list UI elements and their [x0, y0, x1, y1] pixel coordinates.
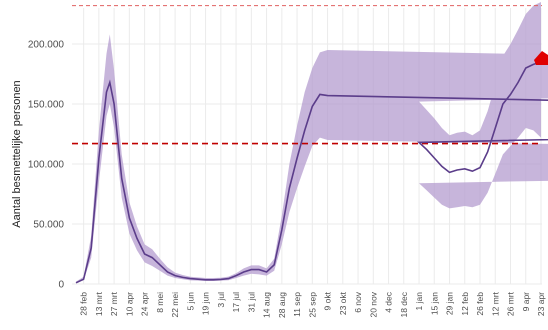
x-tick-label: 9 apr — [521, 292, 531, 312]
y-axis-label: Aantal besmettelijke personen — [11, 80, 23, 227]
uncertainty-band — [76, 2, 548, 283]
y-tick-label: 100.000 — [28, 160, 65, 171]
x-tick-label: 23 okt — [338, 291, 348, 315]
estimate-series-line — [75, 61, 548, 284]
x-tick-label: 18 dec — [399, 291, 409, 317]
arrow-marker-shape — [534, 51, 548, 65]
gridlines — [72, 8, 542, 285]
x-tick-label: 29 jan — [445, 292, 455, 315]
x-tick-label: 15 jan — [429, 292, 439, 315]
x-tick-label: 9 okt — [323, 291, 333, 310]
x-tick-label: 11 sep — [292, 292, 302, 317]
x-tick-label: 3 jul — [216, 292, 226, 308]
x-tick-label: 1 jan — [414, 292, 424, 311]
x-tick-label: 13 mrt — [94, 291, 104, 316]
x-tick-label: 12 feb — [460, 292, 470, 316]
x-tick-label: 19 jun — [201, 292, 211, 315]
confidence-band — [76, 2, 548, 283]
x-tick-label: 4 dec — [384, 291, 394, 313]
x-tick-label: 23 apr — [536, 292, 546, 316]
y-tick-label: 200.000 — [28, 40, 65, 51]
y-axis: 0 50.000 100.000 150.000 200.000 — [28, 40, 65, 291]
y-tick-label: 50.000 — [33, 220, 64, 231]
red-arrow-marker — [534, 51, 548, 65]
x-tick-label: 28 feb — [79, 292, 89, 316]
x-tick-label: 25 sep — [307, 292, 317, 318]
x-tick-label: 14 aug — [262, 292, 272, 318]
estimate-line — [75, 61, 548, 284]
reference-lines — [72, 5, 542, 145]
x-tick-label: 5 jun — [185, 292, 195, 311]
x-tick-label: 27 mrt — [109, 291, 119, 316]
x-tick-label: 20 nov — [368, 291, 378, 317]
x-tick-label: 12 mrt — [490, 291, 500, 316]
x-tick-label: 24 apr — [140, 292, 150, 316]
y-tick-label: 150.000 — [28, 100, 65, 111]
x-tick-label: 22 mei — [170, 292, 180, 318]
x-tick-label: 8 mei — [155, 292, 165, 313]
x-tick-label: 10 apr — [124, 292, 134, 316]
x-tick-label: 6 nov — [353, 291, 363, 313]
x-tick-label: 31 jul — [246, 292, 256, 312]
x-tick-label: 28 aug — [277, 292, 287, 318]
x-tick-label: 17 jul — [231, 292, 241, 312]
x-axis: 28 feb 13 mrt 27 mrt 10 apr 24 apr 8 mei 22 me… — [79, 291, 546, 318]
x-tick-label: 26 feb — [475, 292, 485, 316]
x-tick-label: 26 mrt — [506, 291, 516, 316]
y-tick-label: 0 — [58, 280, 64, 291]
